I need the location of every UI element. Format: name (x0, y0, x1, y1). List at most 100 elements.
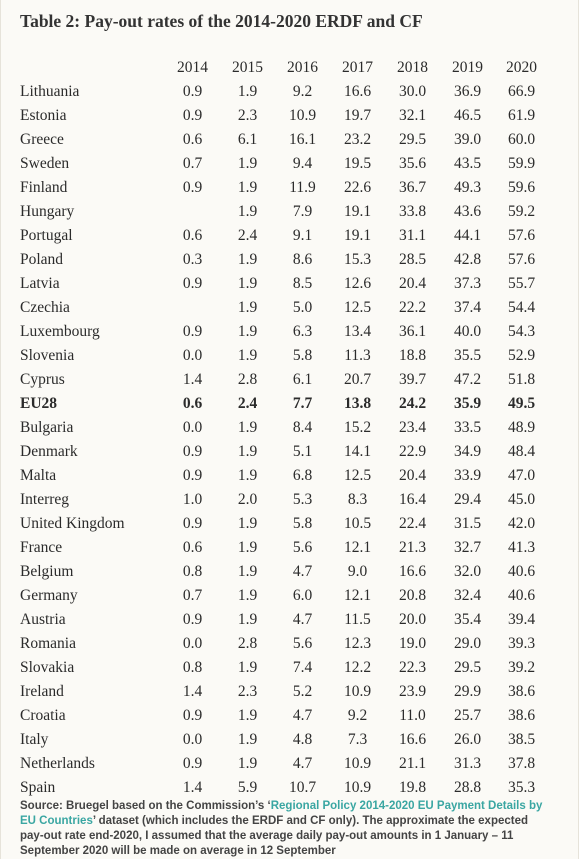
rate-cell: 24.2 (398, 395, 427, 412)
rate-cell: 1.9 (237, 587, 258, 604)
source-suffix: ’ dataset (which includes the ERDF and C… (20, 815, 529, 857)
rate-cell: 0.0 (182, 419, 203, 436)
rate-cell: 61.9 (507, 107, 536, 124)
rate-cell: 1.4 (182, 371, 203, 388)
rate-cell: 9.2 (292, 83, 313, 100)
country-name: Germany (20, 587, 78, 604)
rate-cell: 12.1 (343, 539, 372, 556)
rate-cell: 6.1 (292, 371, 313, 388)
source-note: Source: Bruegel based on the Commission’… (20, 799, 550, 859)
country-name: Netherlands (20, 755, 95, 772)
rate-cell: 6.8 (292, 467, 313, 484)
rate-cell: 1.9 (237, 515, 258, 532)
rate-cell: 40.6 (507, 587, 536, 604)
table-row: Netherlands 0.9 1.9 4.7 10.9 21.1 31.3 37.8 (18, 752, 548, 776)
rate-cell: 16.4 (398, 491, 427, 508)
rate-cell: 10.9 (343, 779, 372, 796)
rate-cell: 57.6 (507, 227, 536, 244)
rate-cell: 16.6 (398, 563, 427, 580)
rate-cell: 11.3 (344, 347, 371, 364)
rate-cell: 18.8 (398, 347, 427, 364)
table-row: Luxembourg 0.9 1.9 6.3 13.4 36.1 40.0 54.3 (18, 320, 548, 344)
rate-cell: 1.9 (237, 419, 258, 436)
country-name: Slovenia (20, 347, 75, 364)
rate-cell: 5.6 (292, 539, 313, 556)
rate-cell: 19.1 (343, 227, 372, 244)
rate-cell: 20.0 (398, 611, 427, 628)
table-row: Spain 1.4 5.9 10.7 10.9 19.8 28.8 35.3 (18, 776, 548, 800)
country-name: Portugal (20, 227, 73, 244)
rate-cell: 10.5 (343, 515, 372, 532)
rate-cell: 1.9 (237, 563, 258, 580)
rate-cell: 0.0 (182, 731, 203, 748)
rate-cell: 1.9 (237, 755, 258, 772)
table-row: Ireland 1.4 2.3 5.2 10.9 23.9 29.9 38.6 (18, 680, 548, 704)
rate-cell: 48.4 (507, 443, 536, 460)
rate-cell: 21.3 (398, 539, 427, 556)
rate-cell: 44.1 (453, 227, 482, 244)
table-row: Estonia 0.9 2.3 10.9 19.7 32.1 46.5 61.9 (18, 104, 548, 128)
country-name: Greece (20, 131, 64, 148)
table-row: United Kingdom 0.9 1.9 5.8 10.5 22.4 31.5 42.0 (18, 512, 548, 536)
rate-cell: 1.9 (237, 443, 258, 460)
rate-cell: 12.1 (343, 587, 372, 604)
rate-cell: 16.1 (288, 131, 317, 148)
rate-cell: 19.7 (343, 107, 372, 124)
rate-cell: 42.0 (507, 515, 536, 532)
country-name: Slovakia (20, 659, 75, 676)
rate-cell: 0.7 (182, 587, 203, 604)
rate-cell: 22.3 (398, 659, 427, 676)
rate-cell: 59.9 (507, 155, 536, 172)
rate-cell: 1.9 (237, 539, 258, 556)
rate-cell: 19.1 (343, 203, 372, 220)
rate-cell: 7.4 (292, 659, 313, 676)
rate-cell: 31.3 (453, 755, 482, 772)
table-row: Lithuania 0.9 1.9 9.2 16.6 30.0 36.9 66.9 (18, 80, 548, 104)
rate-cell: 9.2 (347, 707, 368, 724)
rate-cell: 29.5 (398, 131, 427, 148)
rate-cell: 35.5 (453, 347, 482, 364)
payout-rates-table: 2014 2015 2016 2017 2018 2019 2020 Lithu… (18, 56, 548, 800)
rate-cell: 1.9 (237, 731, 258, 748)
rate-cell: 1.9 (237, 251, 258, 268)
rate-cell: 4.7 (292, 611, 313, 628)
rate-cell: 23.9 (398, 683, 427, 700)
table-row: Poland 0.3 1.9 8.6 15.3 28.5 42.8 57.6 (18, 248, 548, 272)
country-name: Romania (20, 635, 76, 652)
rate-cell: 5.2 (292, 683, 313, 700)
rate-cell: 6.0 (292, 587, 313, 604)
dataset-link[interactable]: Regional Policy 2014-2020 EU Payment Det… (20, 800, 543, 827)
rate-cell: 0.9 (182, 611, 203, 628)
table-row: Cyprus 1.4 2.8 6.1 20.7 39.7 47.2 51.8 (18, 368, 548, 392)
rate-cell: 1.0 (182, 491, 203, 508)
country-name: Malta (20, 467, 57, 484)
rate-cell: 1.9 (237, 347, 258, 364)
rate-cell: 25.7 (453, 707, 482, 724)
rate-cell: 10.9 (343, 755, 372, 772)
country-name: EU28 (20, 395, 58, 412)
country-name: Bulgaria (20, 419, 74, 436)
rate-cell: 14.1 (343, 443, 372, 460)
rate-cell: 19.8 (398, 779, 427, 796)
rate-cell: 23.2 (343, 131, 372, 148)
rate-cell: 54.4 (507, 299, 536, 316)
rate-cell: 47.0 (507, 467, 536, 484)
source-prefix: Source: Bruegel based on the Commission’… (20, 800, 271, 812)
rate-cell: 0.9 (182, 275, 203, 292)
rate-cell: 42.8 (453, 251, 482, 268)
country-name: Czechia (20, 299, 70, 316)
rate-cell: 33.5 (453, 419, 482, 436)
rate-cell: 23.4 (398, 419, 427, 436)
rate-cell: 35.4 (453, 611, 482, 628)
rate-cell: 1.9 (237, 155, 258, 172)
rate-cell (165, 200, 220, 224)
rate-cell: 2.3 (237, 107, 258, 124)
rate-cell: 0.6 (182, 131, 203, 148)
country-name: Hungary (20, 203, 75, 220)
rate-cell: 0.7 (182, 155, 203, 172)
country-name: Belgium (20, 563, 74, 580)
table-row: Belgium 0.8 1.9 4.7 9.0 16.6 32.0 40.6 (18, 560, 548, 584)
rate-cell: 15.2 (343, 419, 372, 436)
table-row: Czechia 1.9 5.0 12.5 22.2 37.4 54.4 (18, 296, 548, 320)
rate-cell: 0.6 (182, 227, 203, 244)
